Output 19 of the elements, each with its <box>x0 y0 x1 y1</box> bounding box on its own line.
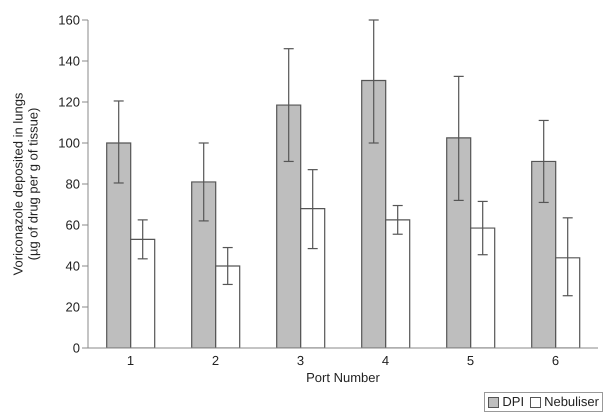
x-axis-title: Port Number <box>306 370 381 385</box>
y-tick-label: 140 <box>58 54 80 69</box>
legend-label: Nebuliser <box>544 394 599 410</box>
y-tick-label: 80 <box>66 176 80 192</box>
legend-label: DPI <box>502 394 524 410</box>
y-tick-label: 0 <box>72 340 80 356</box>
x-tick-label: 3 <box>296 353 304 368</box>
y-tick-label: 20 <box>66 300 80 315</box>
x-tick-label: 1 <box>126 353 134 368</box>
y-axis-title: Voriconazole deposited in lungs (µg of drug per g of tissue) <box>10 92 40 276</box>
y-tick-label: 100 <box>58 136 80 151</box>
x-tick-label: 5 <box>466 353 474 368</box>
x-tick-label: 6 <box>552 353 560 368</box>
y-tick-label: 60 <box>66 218 80 233</box>
y-tick-label: 160 <box>58 12 80 28</box>
y-tick-label: 40 <box>66 258 80 274</box>
x-tick-label: 2 <box>212 353 220 368</box>
y-tick-label: 120 <box>58 94 80 110</box>
x-tick-label: 4 <box>382 353 390 368</box>
